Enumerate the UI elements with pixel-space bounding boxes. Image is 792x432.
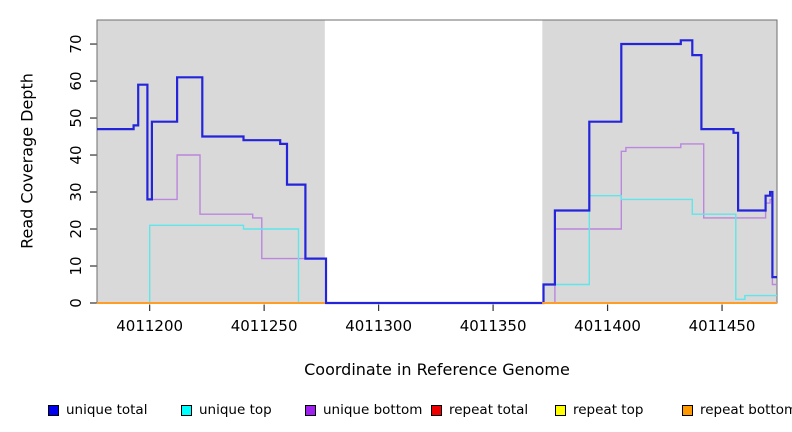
y-tick-label: 50 <box>67 108 85 127</box>
y-tick-label: 30 <box>67 182 85 201</box>
legend-label: unique top <box>199 402 272 418</box>
legend-item-repeat-top: repeat top <box>555 401 643 419</box>
legend-label: repeat bottom <box>700 402 792 418</box>
legend-swatch-unique-top <box>181 404 192 416</box>
legend-swatch-unique-total <box>48 404 59 416</box>
y-tick-label: 0 <box>67 298 85 308</box>
legend-item-repeat-total: repeat total <box>431 401 528 419</box>
legend-label: repeat top <box>573 402 644 418</box>
legend-item-unique-top: unique top <box>181 401 272 419</box>
legend-label: unique total <box>66 402 148 418</box>
legend-label: repeat total <box>449 402 529 418</box>
x-tick-label: 4011350 <box>460 317 527 335</box>
y-tick-label: 70 <box>67 34 85 53</box>
series-unique-top <box>97 195 777 304</box>
x-tick-label: 4011450 <box>689 317 756 335</box>
covered-region-left <box>97 20 325 303</box>
legend: unique total unique top unique bottom repea… <box>0 401 792 421</box>
y-tick-label: 40 <box>67 145 85 164</box>
legend-swatch-unique-bottom <box>305 404 316 416</box>
legend-swatch-repeat-bottom <box>682 404 693 416</box>
x-tick-label: 4011400 <box>574 317 641 335</box>
covered-region-right <box>542 20 777 303</box>
x-tick-label: 4011300 <box>345 317 412 335</box>
legend-item-unique-bottom: unique bottom <box>305 401 422 419</box>
legend-swatch-repeat-total <box>431 404 442 416</box>
legend-item-unique-total: unique total <box>48 401 147 419</box>
x-axis-label: Coordinate in Reference Genome <box>304 360 570 379</box>
y-tick-label: 20 <box>67 219 85 238</box>
y-tick-label: 60 <box>67 71 85 90</box>
legend-item-repeat-bottom: repeat bottom <box>682 401 792 419</box>
y-tick-label: 10 <box>67 256 85 275</box>
y-axis-label: Read Coverage Depth <box>17 73 37 249</box>
x-tick-label: 4011200 <box>116 317 183 335</box>
legend-label: unique bottom <box>323 402 423 418</box>
series-unique-total <box>97 39 777 305</box>
x-tick-label: 4011250 <box>231 317 298 335</box>
legend-swatch-repeat-top <box>555 404 566 416</box>
